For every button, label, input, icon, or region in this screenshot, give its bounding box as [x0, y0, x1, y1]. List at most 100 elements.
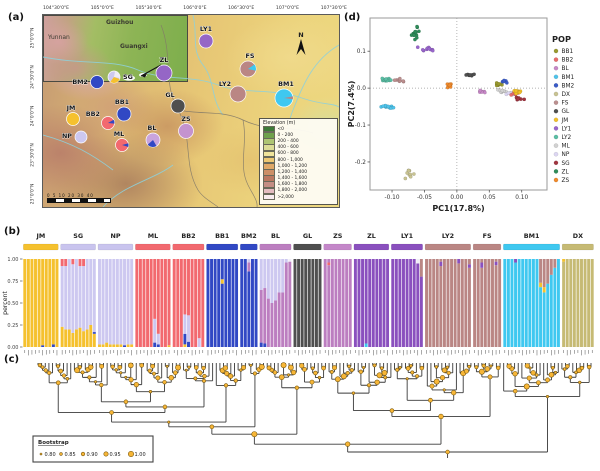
site-pie-base: [66, 112, 80, 126]
pca-frame: [369, 17, 548, 191]
adm-bar-segment: [115, 259, 119, 345]
elevation-label: 200 - 400: [277, 138, 299, 144]
pca-cluster-BL: [477, 88, 487, 95]
pop-label-LY1: LY1: [401, 232, 413, 240]
adm-bar-segment: [330, 259, 334, 347]
x-tick-label: -0.10: [385, 195, 400, 201]
map-site-GL: GL: [165, 91, 186, 114]
elevation-label: 0 - 200: [277, 132, 294, 138]
bootstrap-legend-box: [32, 435, 154, 463]
site-label-ML: ML: [114, 130, 124, 138]
bootstrap-node: [398, 366, 402, 370]
adm-bar-segment: [130, 259, 134, 345]
bootstrap-node: [587, 364, 592, 370]
adm-bar-segment: [247, 259, 251, 263]
legend-dot-ML: [553, 143, 559, 148]
adm-bar-segment: [119, 259, 123, 345]
pop-label-LY2: LY2: [442, 232, 454, 240]
adm-bar-segment: [149, 259, 153, 347]
adm-bar-segment: [382, 259, 386, 347]
adm-bar-segment: [569, 259, 573, 347]
scatter-point: [415, 45, 420, 50]
bootstrap-node: [167, 420, 171, 424]
bootstrap-node: [313, 370, 318, 376]
adm-bar-segment: [353, 259, 357, 347]
pca-cluster-LY2: [380, 76, 393, 83]
adm-bar-segment: [304, 259, 308, 347]
bootstrap-node: [193, 376, 198, 381]
pca-cluster-LY1: [415, 45, 435, 53]
adm-pop-DX: [561, 243, 594, 356]
site-pie-base: [116, 106, 132, 122]
lat-tick-label: 25°0'0"N: [30, 27, 36, 49]
admixture-plot: 1.00 0.75 0.50 0.25 0.00 percent JM SG NP ML BB2 BB…: [2, 232, 594, 356]
map-scale-bar: 0 5 10 20 30 40: [47, 193, 127, 203]
bootstrap-node: [184, 368, 188, 372]
bootstrap-node: [553, 370, 558, 375]
adm-bar-segment: [583, 259, 587, 347]
elevation-label: >2,000: [277, 194, 294, 200]
scatter-point: [412, 172, 416, 176]
adm-bar-segment: [179, 259, 183, 347]
bootstrap-node: [148, 390, 153, 394]
lon-tick-label: 105°30'0"E: [135, 6, 162, 11]
adm-bar-segment: [263, 259, 267, 289]
bootstrap-node: [99, 382, 104, 388]
adm-bar-segment: [464, 259, 468, 347]
pca-plot: -0.10 -0.05 0.00 0.05 0.10 -0.2 -0.1 0.0 0.1 PC1(…: [347, 17, 574, 213]
site-pie-slice: [122, 143, 129, 147]
scatter-point: [417, 29, 421, 34]
adm-bar-segment: [92, 259, 96, 333]
adm-bar-segment: [197, 338, 201, 347]
adm-bar-segment: [450, 259, 454, 347]
adm-bar-segment: [277, 292, 281, 347]
adm-bar-segment: [123, 345, 126, 347]
adm-bar-segment: [572, 259, 576, 347]
inset-pointer-line: [140, 64, 162, 77]
bootstrap-node: [123, 399, 129, 404]
bootstrap-node: [487, 374, 493, 380]
bootstrap-node: [109, 410, 114, 415]
adm-bar-segment: [318, 259, 322, 347]
bootstrap-node: [433, 378, 440, 385]
adm-bar-segment: [89, 325, 93, 347]
adm-bar-segment: [405, 259, 409, 347]
adm-pop-BM1: [503, 243, 560, 356]
legend-label-BL: BL: [562, 66, 570, 72]
adm-bar-segment: [338, 259, 341, 347]
adm-bar-segment: [247, 271, 251, 347]
lon-tick-label: 105°0'0"E: [90, 6, 114, 11]
pop-label-BB1: BB1: [215, 232, 229, 240]
adm-bar-segment: [74, 259, 78, 330]
bootstrap-node: [512, 388, 518, 394]
bootstrap-node: [266, 365, 272, 371]
adm-y-axis-label: percent: [2, 291, 9, 315]
adm-bar-segment: [156, 259, 160, 334]
bootstrap-node: [152, 371, 156, 376]
adm-bar-segment: [416, 263, 420, 347]
bootstrap-node: [506, 363, 512, 369]
scatter-point: [412, 33, 416, 38]
scatter-point: [472, 72, 476, 77]
scatter-point: [504, 81, 509, 85]
adm-bar-segment: [60, 259, 64, 267]
scatter-point: [401, 79, 406, 83]
map-site-ZS: ZS: [178, 115, 194, 139]
pca-cluster-GL: [464, 72, 476, 78]
adm-bar-segment: [71, 259, 75, 265]
bootstrap-node: [290, 369, 297, 376]
adm-bar-segment: [297, 259, 301, 347]
pop-group-bar: [353, 243, 390, 251]
adm-bar-segment: [542, 292, 546, 347]
bootstrap-node: [383, 375, 388, 380]
bootstrap-legend-title: Bootstrap: [38, 440, 69, 446]
site-label-BB2: BB2: [86, 110, 100, 118]
bootstrap-node: [117, 365, 123, 370]
adm-y-tick-label: 0.00: [7, 345, 18, 351]
adm-bar-segment: [89, 259, 93, 325]
bootstrap-node: [347, 364, 351, 369]
adm-y-tick-label: 1.00: [7, 257, 18, 263]
bootstrap-node: [381, 370, 388, 376]
bootstrap-node: [43, 368, 48, 373]
bootstrap-node: [124, 375, 128, 379]
